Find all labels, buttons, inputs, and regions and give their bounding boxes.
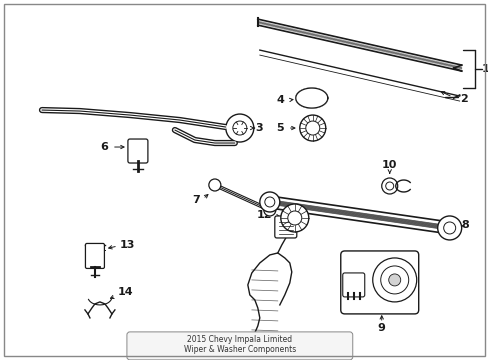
Text: 12: 12 (256, 210, 271, 220)
FancyBboxPatch shape (127, 332, 352, 360)
Text: 2: 2 (459, 94, 467, 104)
Text: 10: 10 (381, 160, 397, 170)
Text: 2015 Chevy Impala Limited: 2015 Chevy Impala Limited (187, 336, 292, 345)
Text: 7: 7 (192, 195, 200, 205)
Text: 4: 4 (276, 95, 284, 105)
Text: 13: 13 (120, 240, 135, 250)
Circle shape (287, 211, 301, 225)
FancyBboxPatch shape (128, 139, 147, 163)
Polygon shape (247, 253, 291, 348)
Circle shape (299, 115, 325, 141)
Text: 9: 9 (377, 323, 385, 333)
Circle shape (280, 204, 308, 232)
Circle shape (259, 192, 279, 212)
Text: 5: 5 (276, 123, 283, 133)
FancyBboxPatch shape (340, 251, 418, 314)
Text: 8: 8 (461, 220, 468, 230)
Circle shape (388, 274, 400, 286)
Circle shape (225, 114, 253, 142)
Circle shape (263, 204, 275, 216)
Circle shape (305, 121, 319, 135)
Text: 11: 11 (299, 335, 315, 345)
Text: 1: 1 (481, 64, 488, 74)
FancyBboxPatch shape (85, 243, 104, 269)
Circle shape (372, 258, 416, 302)
Text: Wiper & Washer Components: Wiper & Washer Components (183, 345, 295, 354)
Circle shape (381, 178, 397, 194)
Text: 6: 6 (100, 142, 108, 152)
FancyBboxPatch shape (274, 216, 296, 238)
Text: 3: 3 (254, 123, 262, 133)
Circle shape (208, 179, 221, 191)
Text: 14: 14 (118, 287, 133, 297)
Circle shape (437, 216, 461, 240)
FancyBboxPatch shape (342, 273, 364, 297)
Polygon shape (295, 88, 327, 108)
